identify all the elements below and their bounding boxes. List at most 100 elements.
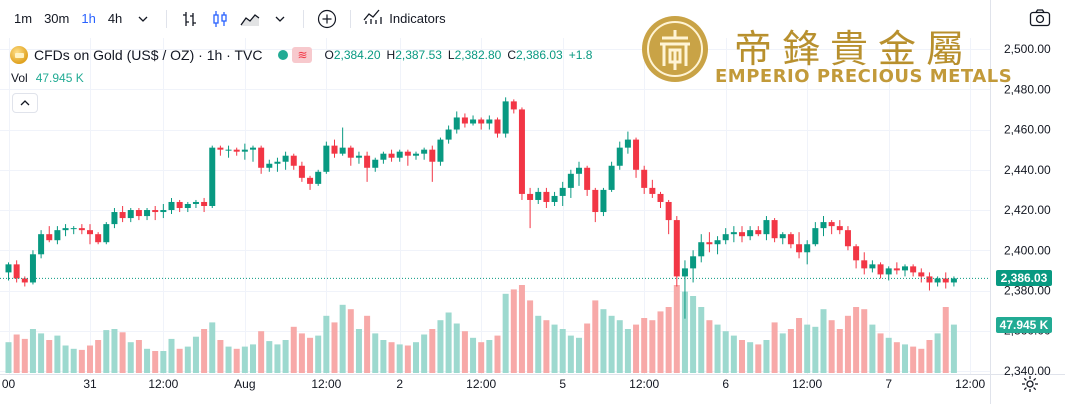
- volume-bar: [201, 329, 208, 373]
- candle-body: [584, 167, 591, 190]
- volume-bar: [396, 344, 403, 373]
- candle-body: [902, 266, 908, 271]
- area-chart-style-icon[interactable]: [237, 6, 263, 32]
- volume-bar: [885, 337, 892, 373]
- candle-body: [567, 173, 574, 188]
- gear-icon[interactable]: [1020, 374, 1040, 394]
- volume-bar: [844, 315, 851, 373]
- indicators-label: Indicators: [389, 11, 446, 26]
- timeframe-4h[interactable]: 4h: [107, 10, 123, 26]
- collapse-legend-button[interactable]: [12, 93, 38, 113]
- candle-body: [861, 260, 868, 269]
- candle-body: [641, 169, 648, 188]
- candle-body: [608, 165, 615, 190]
- time-tick-label: 12:00: [955, 377, 985, 391]
- candle-body: [331, 145, 338, 154]
- toolbar-divider: [303, 9, 305, 28]
- volume-bar: [5, 342, 12, 373]
- volume-bar: [584, 323, 591, 373]
- timeframe-1m[interactable]: 1m: [14, 10, 33, 26]
- volume-bar: [21, 338, 28, 373]
- candle-body: [380, 153, 387, 160]
- chevron-down-icon[interactable]: [267, 6, 293, 32]
- volume-bar: [576, 337, 582, 373]
- candle-body: [437, 139, 444, 162]
- candle-body: [62, 228, 69, 231]
- volume-bar: [649, 320, 656, 373]
- candle-body: [673, 220, 680, 277]
- volume-bar: [135, 340, 142, 373]
- chevron-up-icon: [20, 100, 30, 106]
- volume-bar: [388, 342, 395, 373]
- candles-style-icon[interactable]: [207, 6, 233, 32]
- candlesticks: [5, 97, 957, 319]
- volume-bar: [307, 337, 314, 373]
- volume-bar: [755, 344, 762, 373]
- volume-bar: [633, 324, 640, 373]
- volume-bar: [730, 335, 737, 373]
- candle-body: [95, 234, 102, 243]
- candle-body: [771, 220, 778, 239]
- volume-bar: [209, 322, 216, 373]
- candle-body: [355, 155, 362, 158]
- volume-bar: [290, 326, 297, 373]
- volume-bar: [380, 340, 387, 373]
- volume-label[interactable]: Vol: [11, 71, 28, 85]
- price-tick-label: 2,400.00: [1004, 243, 1051, 257]
- timeframe-30m[interactable]: 30m: [44, 10, 70, 26]
- symbol-title[interactable]: CFDs on Gold (US$ / OZ) · 1h · TVC: [34, 47, 263, 63]
- camera-icon[interactable]: [1029, 8, 1051, 28]
- volume-bar: [950, 324, 957, 373]
- candle-body: [127, 210, 134, 219]
- candle-body: [649, 187, 656, 194]
- candle-body: [184, 203, 191, 209]
- candle-body: [233, 149, 240, 152]
- add-compare-icon[interactable]: [314, 6, 340, 32]
- candle-body: [298, 165, 305, 178]
- volume-bar: [665, 307, 672, 373]
- bar-chart-style-icon[interactable]: [177, 6, 203, 32]
- candle-body: [38, 234, 45, 255]
- candle-body: [282, 155, 289, 162]
- price-tick-label: 2,480.00: [1004, 82, 1051, 96]
- volume-bar: [160, 351, 167, 373]
- candle-body: [624, 139, 631, 148]
- candle-body: [103, 224, 110, 243]
- volume-bar: [217, 340, 224, 373]
- volume-bar: [722, 331, 729, 373]
- candle-body: [250, 147, 256, 150]
- volume-bar: [502, 293, 509, 373]
- candle-body: [510, 101, 517, 110]
- volume-bar: [600, 309, 607, 373]
- volume-bar: [893, 342, 900, 373]
- candle-body: [844, 230, 851, 247]
- candle-body: [176, 201, 183, 209]
- volume-bar: [681, 291, 688, 373]
- candle-body: [29, 254, 36, 283]
- volume-bar: [763, 340, 770, 373]
- candle-body: [144, 210, 151, 217]
- candle-body: [192, 201, 199, 204]
- volume-bar: [698, 307, 705, 373]
- volume-bar: [739, 340, 745, 373]
- candle-body: [950, 278, 957, 283]
- market-status[interactable]: ≋: [278, 46, 313, 64]
- volume-bar: [869, 324, 876, 373]
- candle-body: [119, 212, 126, 219]
- candle-body: [209, 147, 216, 206]
- timeframe-1h[interactable]: 1h: [81, 10, 96, 26]
- last-volume-label: 47.945 K: [996, 316, 1052, 333]
- volume-bar: [796, 318, 803, 373]
- volume-bar: [461, 331, 468, 373]
- candle-body: [681, 268, 688, 277]
- volume-bar: [673, 285, 680, 373]
- ohlc-values: O2,384.20 H2,387.53 L2,382.80 C2,386.03 …: [324, 48, 592, 62]
- time-tick-label: 2: [396, 377, 403, 391]
- chevron-down-icon[interactable]: [130, 6, 156, 32]
- candle-body: [853, 246, 860, 261]
- volume-bar: [690, 296, 697, 373]
- indicators-button[interactable]: Indicators: [359, 6, 449, 32]
- candle-body: [828, 222, 835, 227]
- volume-bar: [233, 348, 240, 373]
